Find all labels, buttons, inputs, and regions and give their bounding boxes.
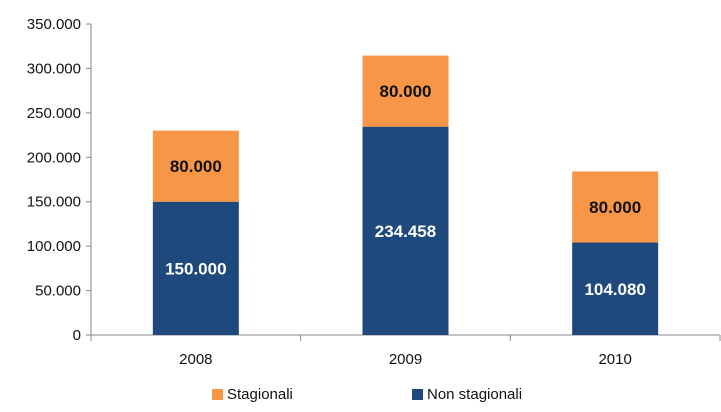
legend-item-non-stagionali: Non stagionali [412,386,522,403]
data-label-2008-stagionali: 80.000 [170,157,222,176]
legend-label-stagionali: Stagionali [227,386,293,403]
legend-label-non-stagionali: Non stagionali [427,386,523,403]
data-label-2010-stagionali: 80.000 [589,198,641,217]
y-tick-label: 50.000 [35,283,81,300]
data-label-2008-non-stagionali: 150.000 [165,259,226,278]
legend: Stagionali Non stagionali [0,386,721,410]
x-tick-label-2009: 2009 [389,351,422,368]
legend-item-stagionali: Stagionali [212,386,293,403]
y-tick-label: 200.000 [27,149,81,166]
x-tick-label-2008: 2008 [179,351,212,368]
data-label-2009-non-stagionali: 234.458 [375,222,436,241]
data-label-2009-stagionali: 80.000 [380,82,432,101]
data-label-2010-non-stagionali: 104.080 [584,280,645,299]
y-tick-label: 250.000 [27,105,81,122]
bar-2009-stagionali [362,55,449,127]
y-tick-label: 300.000 [27,60,81,77]
bar-2008-non-stagionali [152,201,239,335]
x-tick-label-2010: 2010 [598,351,631,368]
y-tick-label: 150.000 [27,194,81,211]
bars: 150.000 80.000 234.458 80.000 104.080 80.000 [152,55,659,335]
bar-2008-stagionali [152,130,239,202]
stacked-bar-chart: 0 50.000 100.000 150.000 200.000 250.000 300.0… [27,16,721,368]
y-tick-label: 0 [73,327,81,344]
legend-swatch-non-stagionali [412,389,423,400]
y-tick-label: 350.000 [27,16,81,33]
bar-2010-non-stagionali [572,242,659,335]
bar-2009-non-stagionali [362,126,449,335]
legend-swatch-stagionali [212,389,223,400]
y-tick-label: 100.000 [27,238,81,255]
axes: 0 50.000 100.000 150.000 200.000 250.000 300.0… [27,16,721,368]
bar-2010-stagionali [572,171,659,243]
